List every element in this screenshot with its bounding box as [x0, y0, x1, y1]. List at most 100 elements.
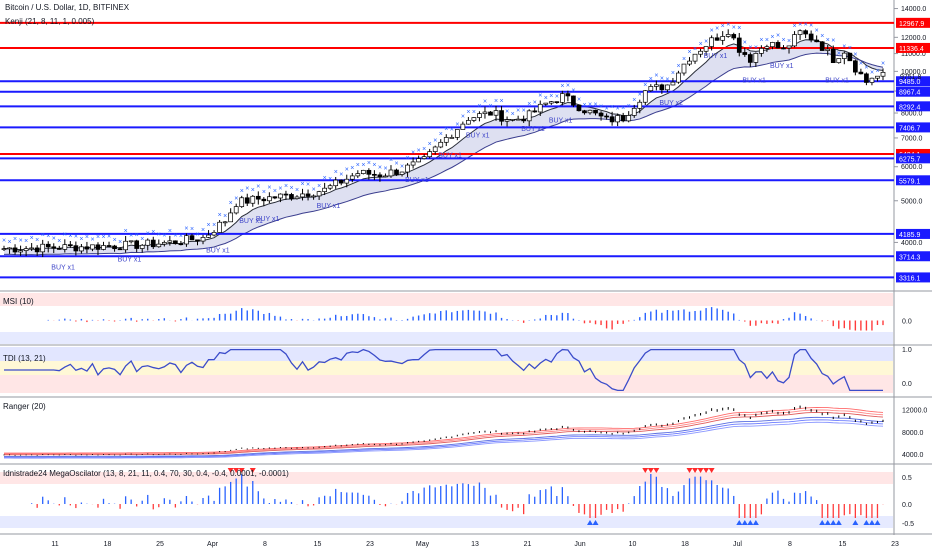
candle-body — [604, 115, 609, 118]
candle-body — [73, 245, 79, 252]
candle-body — [620, 115, 626, 122]
candle-body — [598, 112, 604, 117]
time-axis-label: 13 — [471, 541, 479, 548]
signal-marker: × — [864, 64, 868, 71]
signal-marker: × — [472, 109, 476, 116]
signal-marker: × — [439, 131, 443, 138]
time-axis-label: Apr — [207, 541, 219, 548]
candle-body — [808, 33, 814, 41]
indicator-label: Kenji (21, 8, 11, 1, 0.005) — [5, 17, 95, 26]
signal-marker: × — [90, 237, 94, 244]
signal-marker: × — [605, 105, 609, 112]
signal-marker: × — [837, 50, 841, 57]
signal-marker: × — [240, 188, 244, 195]
buy-annotation: BUY x1 — [51, 264, 75, 271]
msi-pane-title: MSI (10) — [3, 297, 34, 306]
candle-body — [29, 247, 34, 250]
level-label-box — [896, 122, 930, 133]
candle-body — [112, 245, 117, 250]
candle-body — [582, 110, 587, 114]
candle-body — [493, 110, 499, 116]
candle-body — [206, 234, 211, 238]
msi-axis-label: 0.0 — [902, 319, 912, 326]
signal-marker: × — [853, 52, 857, 59]
candle-body — [388, 169, 394, 177]
signal-marker: × — [350, 165, 354, 172]
signal-marker: × — [417, 148, 421, 155]
buy-annotation: BUY x1 — [770, 63, 794, 70]
time-axis-label: 23 — [891, 541, 899, 548]
signal-marker: × — [770, 34, 774, 41]
signal-marker: × — [710, 27, 714, 34]
candle-body — [880, 71, 886, 77]
ranger-axis-label: 8000.0 — [902, 430, 924, 437]
level-label-box — [896, 251, 930, 262]
candle-body — [34, 247, 40, 253]
candle-body — [217, 221, 222, 233]
candle-body — [67, 244, 73, 247]
candle-body — [792, 34, 797, 47]
signal-marker: × — [411, 149, 415, 156]
candle-body — [847, 52, 853, 62]
signal-marker: × — [511, 111, 515, 118]
candle-body — [173, 240, 178, 245]
candle-body — [427, 151, 433, 158]
signal-marker: × — [450, 127, 454, 134]
candle-body — [775, 42, 781, 49]
level-label-box — [896, 17, 930, 28]
candle-body — [244, 197, 250, 204]
signal-marker: × — [610, 104, 614, 111]
price-axis-tick-label: 6000.0 — [901, 164, 923, 171]
signal-marker: × — [715, 26, 719, 33]
candle-body — [676, 72, 681, 83]
level-label: 5579.1 — [899, 178, 921, 185]
level-label: 4185.9 — [899, 232, 921, 239]
candle-body — [399, 171, 405, 175]
candle-body — [161, 242, 167, 245]
candle-body — [731, 34, 737, 39]
mega-buy-marker — [874, 520, 881, 525]
signal-marker: × — [30, 235, 34, 242]
signal-marker: × — [842, 44, 846, 51]
candle-body — [410, 161, 416, 166]
signal-marker: × — [124, 228, 128, 235]
signal-marker: × — [594, 102, 598, 109]
signal-marker: × — [207, 222, 211, 229]
signal-marker: × — [328, 176, 332, 183]
candle-body — [504, 119, 510, 122]
mega-axis-label: 0.5 — [902, 475, 912, 482]
signal-marker: × — [494, 98, 498, 105]
signal-marker: × — [649, 76, 653, 83]
signal-marker: × — [24, 238, 28, 245]
candle-body — [477, 113, 482, 118]
signal-marker: × — [826, 37, 830, 44]
signal-marker: × — [118, 239, 122, 246]
candle-body — [272, 196, 278, 199]
candle-body — [101, 245, 106, 250]
signal-marker: × — [63, 231, 67, 238]
signal-marker: × — [356, 162, 360, 169]
signal-marker: × — [35, 237, 39, 244]
buy-annotation: BUY x1 — [405, 177, 429, 184]
tdi-mid-zone — [0, 361, 893, 375]
candle-body — [454, 129, 460, 138]
signal-marker: × — [505, 109, 509, 116]
signal-marker: × — [737, 25, 741, 32]
signal-marker: × — [422, 146, 426, 153]
signal-marker: × — [461, 114, 465, 121]
signal-marker: × — [68, 233, 72, 240]
signal-marker: × — [85, 234, 89, 241]
signal-marker: × — [500, 98, 504, 105]
signal-marker: × — [776, 32, 780, 39]
candle-body — [753, 53, 759, 63]
signal-marker: × — [859, 61, 863, 68]
mega-sell-marker — [697, 468, 704, 473]
signal-marker: × — [870, 70, 874, 77]
kenji-fast-line — [3, 39, 884, 251]
signal-marker: × — [533, 100, 537, 107]
candle-body — [449, 137, 455, 139]
level-label-box — [896, 228, 930, 239]
signal-marker: × — [312, 186, 316, 193]
time-axis-label: 8 — [263, 541, 267, 548]
candle-body — [443, 137, 449, 143]
